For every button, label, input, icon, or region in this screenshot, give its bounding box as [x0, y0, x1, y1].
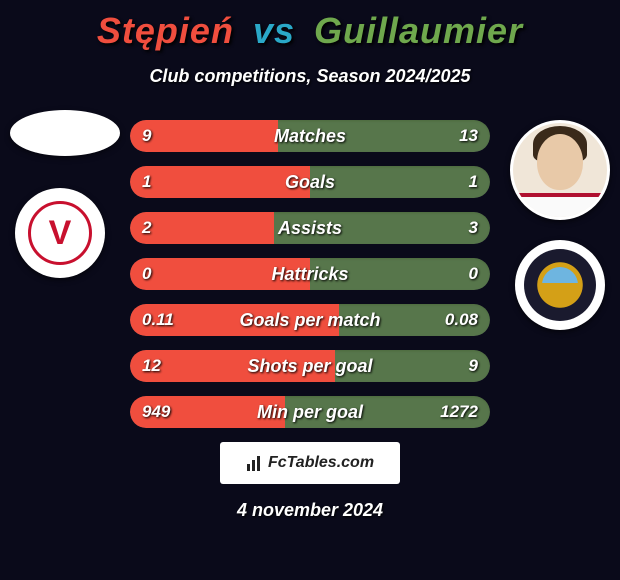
footer-date: 4 november 2024: [0, 500, 620, 521]
comparison-title: Stępień vs Guillaumier: [0, 0, 620, 52]
club1-letter: V: [28, 201, 92, 265]
stats-table: 913Matches 11Goals 23Assists 00Hattricks 0.1…: [130, 120, 490, 442]
stat-row: 23Assists: [130, 212, 490, 244]
stat-label: Matches: [130, 120, 490, 152]
player1-name: Stępień: [97, 10, 234, 51]
player2-name: Guillaumier: [314, 10, 523, 51]
stat-label: Goals per match: [130, 304, 490, 336]
stat-label: Assists: [130, 212, 490, 244]
player1-avatar-placeholder: [10, 110, 120, 156]
club1-badge: V: [15, 188, 105, 278]
branding-text: FcTables.com: [268, 454, 374, 472]
stat-label: Min per goal: [130, 396, 490, 428]
stat-label: Goals: [130, 166, 490, 198]
stat-label: Hattricks: [130, 258, 490, 290]
stat-row: 11Goals: [130, 166, 490, 198]
left-avatars: V: [10, 110, 120, 278]
stat-row: 913Matches: [130, 120, 490, 152]
chart-icon: [246, 454, 264, 472]
vs-text: vs: [253, 10, 295, 51]
subtitle: Club competitions, Season 2024/2025: [0, 66, 620, 87]
stat-row: 00Hattricks: [130, 258, 490, 290]
right-avatars: [510, 120, 610, 330]
stat-row: 129Shots per goal: [130, 350, 490, 382]
stat-row: 0.110.08Goals per match: [130, 304, 490, 336]
stat-label: Shots per goal: [130, 350, 490, 382]
branding-logo: FcTables.com: [220, 442, 400, 484]
club2-badge: [515, 240, 605, 330]
stat-row: 9491272Min per goal: [130, 396, 490, 428]
player2-avatar: [510, 120, 610, 220]
